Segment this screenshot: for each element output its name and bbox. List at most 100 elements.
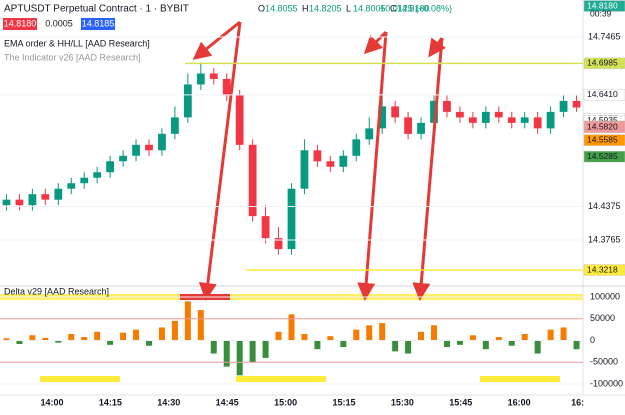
x-tick-label: 15:45 <box>449 397 472 407</box>
candle-body <box>533 117 542 129</box>
x-tick-label: 14:00 <box>40 397 63 407</box>
x-tick-label: 14:45 <box>216 397 239 407</box>
candle-body <box>145 144 153 151</box>
arrow <box>198 21 242 301</box>
candle-body <box>352 139 361 156</box>
candle-body <box>93 172 102 178</box>
candle-body <box>300 150 309 189</box>
price-tag <box>583 134 625 146</box>
change: +0.0125 (+0.08%) <box>380 3 452 13</box>
candle-body <box>572 100 581 108</box>
indicator-label: The Indicator v26 [AAD Research] <box>4 52 141 62</box>
price-tag-label: 14.5585 <box>587 134 618 144</box>
delta-bar <box>547 329 554 341</box>
candle-body <box>41 194 50 200</box>
delta-bar <box>573 340 580 350</box>
delta-bar <box>534 340 541 354</box>
price-tag-label: 14.5935 <box>587 115 618 125</box>
delta-bar <box>340 340 347 348</box>
candle-body <box>417 122 425 134</box>
y-tick-label: 14.4375 <box>588 201 621 211</box>
candle-body <box>158 133 166 151</box>
ohlc-key: H <box>302 3 309 13</box>
delta-bar <box>418 331 425 341</box>
candle-body <box>2 199 11 206</box>
candle-body <box>326 161 335 167</box>
ohlc-key: L <box>346 3 351 13</box>
delta-bar <box>456 340 463 345</box>
ohlc-key: O <box>258 3 265 13</box>
y-tick-label: 0 <box>590 335 595 345</box>
candle-body <box>106 161 115 173</box>
candle-body <box>313 150 322 162</box>
delta-bar <box>210 340 217 354</box>
x-tick-label: 14:15 <box>99 397 122 407</box>
price-tag <box>583 264 625 276</box>
candle-body <box>391 106 400 118</box>
candle-body <box>80 177 89 184</box>
candle-body <box>546 111 555 129</box>
price-tag-label: 14.5285 <box>587 151 618 161</box>
delta-bar <box>133 329 140 341</box>
ask: 14.8185 <box>82 18 115 28</box>
countdown: 00:39 <box>590 8 612 18</box>
delta-bar <box>29 335 36 341</box>
y-tick-label: 14.7465 <box>588 31 621 41</box>
delta-bar <box>521 333 528 341</box>
bid-box <box>3 18 37 30</box>
delta-bar <box>145 340 152 346</box>
candle-body <box>209 73 218 79</box>
candle-body <box>119 155 127 162</box>
ohlc-value: 14.8180 <box>397 3 430 13</box>
delta-bar <box>42 337 49 341</box>
delta-bar <box>443 340 450 348</box>
delta-bar <box>353 329 360 341</box>
bid: 14.8180 <box>4 18 37 28</box>
delta-bar <box>171 320 178 341</box>
arrow <box>357 31 388 301</box>
x-tick-label: 15:30 <box>391 397 414 407</box>
delta-bar <box>366 325 373 341</box>
candle-body <box>261 216 270 239</box>
delta-bar <box>482 340 489 350</box>
candle-body <box>67 183 76 189</box>
candle-body <box>15 199 24 206</box>
strip <box>236 376 326 382</box>
price-tag-label: 14.5820 <box>587 122 618 132</box>
candle-body <box>559 100 568 112</box>
delta-bar <box>249 340 256 363</box>
candle-body <box>274 238 283 250</box>
delta-bar <box>288 314 295 341</box>
price-tag <box>583 150 625 163</box>
header: APTUSDT Perpetual Contract · 1 · BYBIT +… <box>3 3 452 296</box>
delta-bar <box>223 340 230 367</box>
price-tag <box>583 89 625 101</box>
strip <box>40 376 120 382</box>
ohlc-value: 14.8055 <box>265 3 298 13</box>
y-tick-label: 14.3765 <box>588 234 621 244</box>
price-tag-label: 14.3218 <box>587 264 618 274</box>
ohlc-key: C <box>390 3 397 13</box>
delta-bar <box>16 340 23 344</box>
delta-bar <box>94 331 101 341</box>
x-tick-label: 15:00 <box>274 397 297 407</box>
price-tag-label: 14.6410 <box>587 89 618 99</box>
candle-body <box>171 117 179 134</box>
delta-bar <box>327 336 334 341</box>
candle-body <box>443 100 451 112</box>
candle-body <box>507 117 516 123</box>
delta-bar <box>68 333 75 341</box>
candle-body <box>430 100 438 123</box>
candle-body <box>378 106 387 129</box>
y-tick-label: -50000 <box>590 357 618 367</box>
price-tag <box>583 0 625 12</box>
indicator-label: EMA order & HH/LL [AAD Research] <box>4 38 150 48</box>
ohlc-value: 14.8205 <box>309 3 342 13</box>
candle-body <box>404 117 412 134</box>
delta-bar <box>379 323 386 341</box>
delta-title: Delta v29 [AAD Research] <box>4 286 109 296</box>
candle-body <box>365 128 374 140</box>
delta-bar <box>184 301 191 341</box>
